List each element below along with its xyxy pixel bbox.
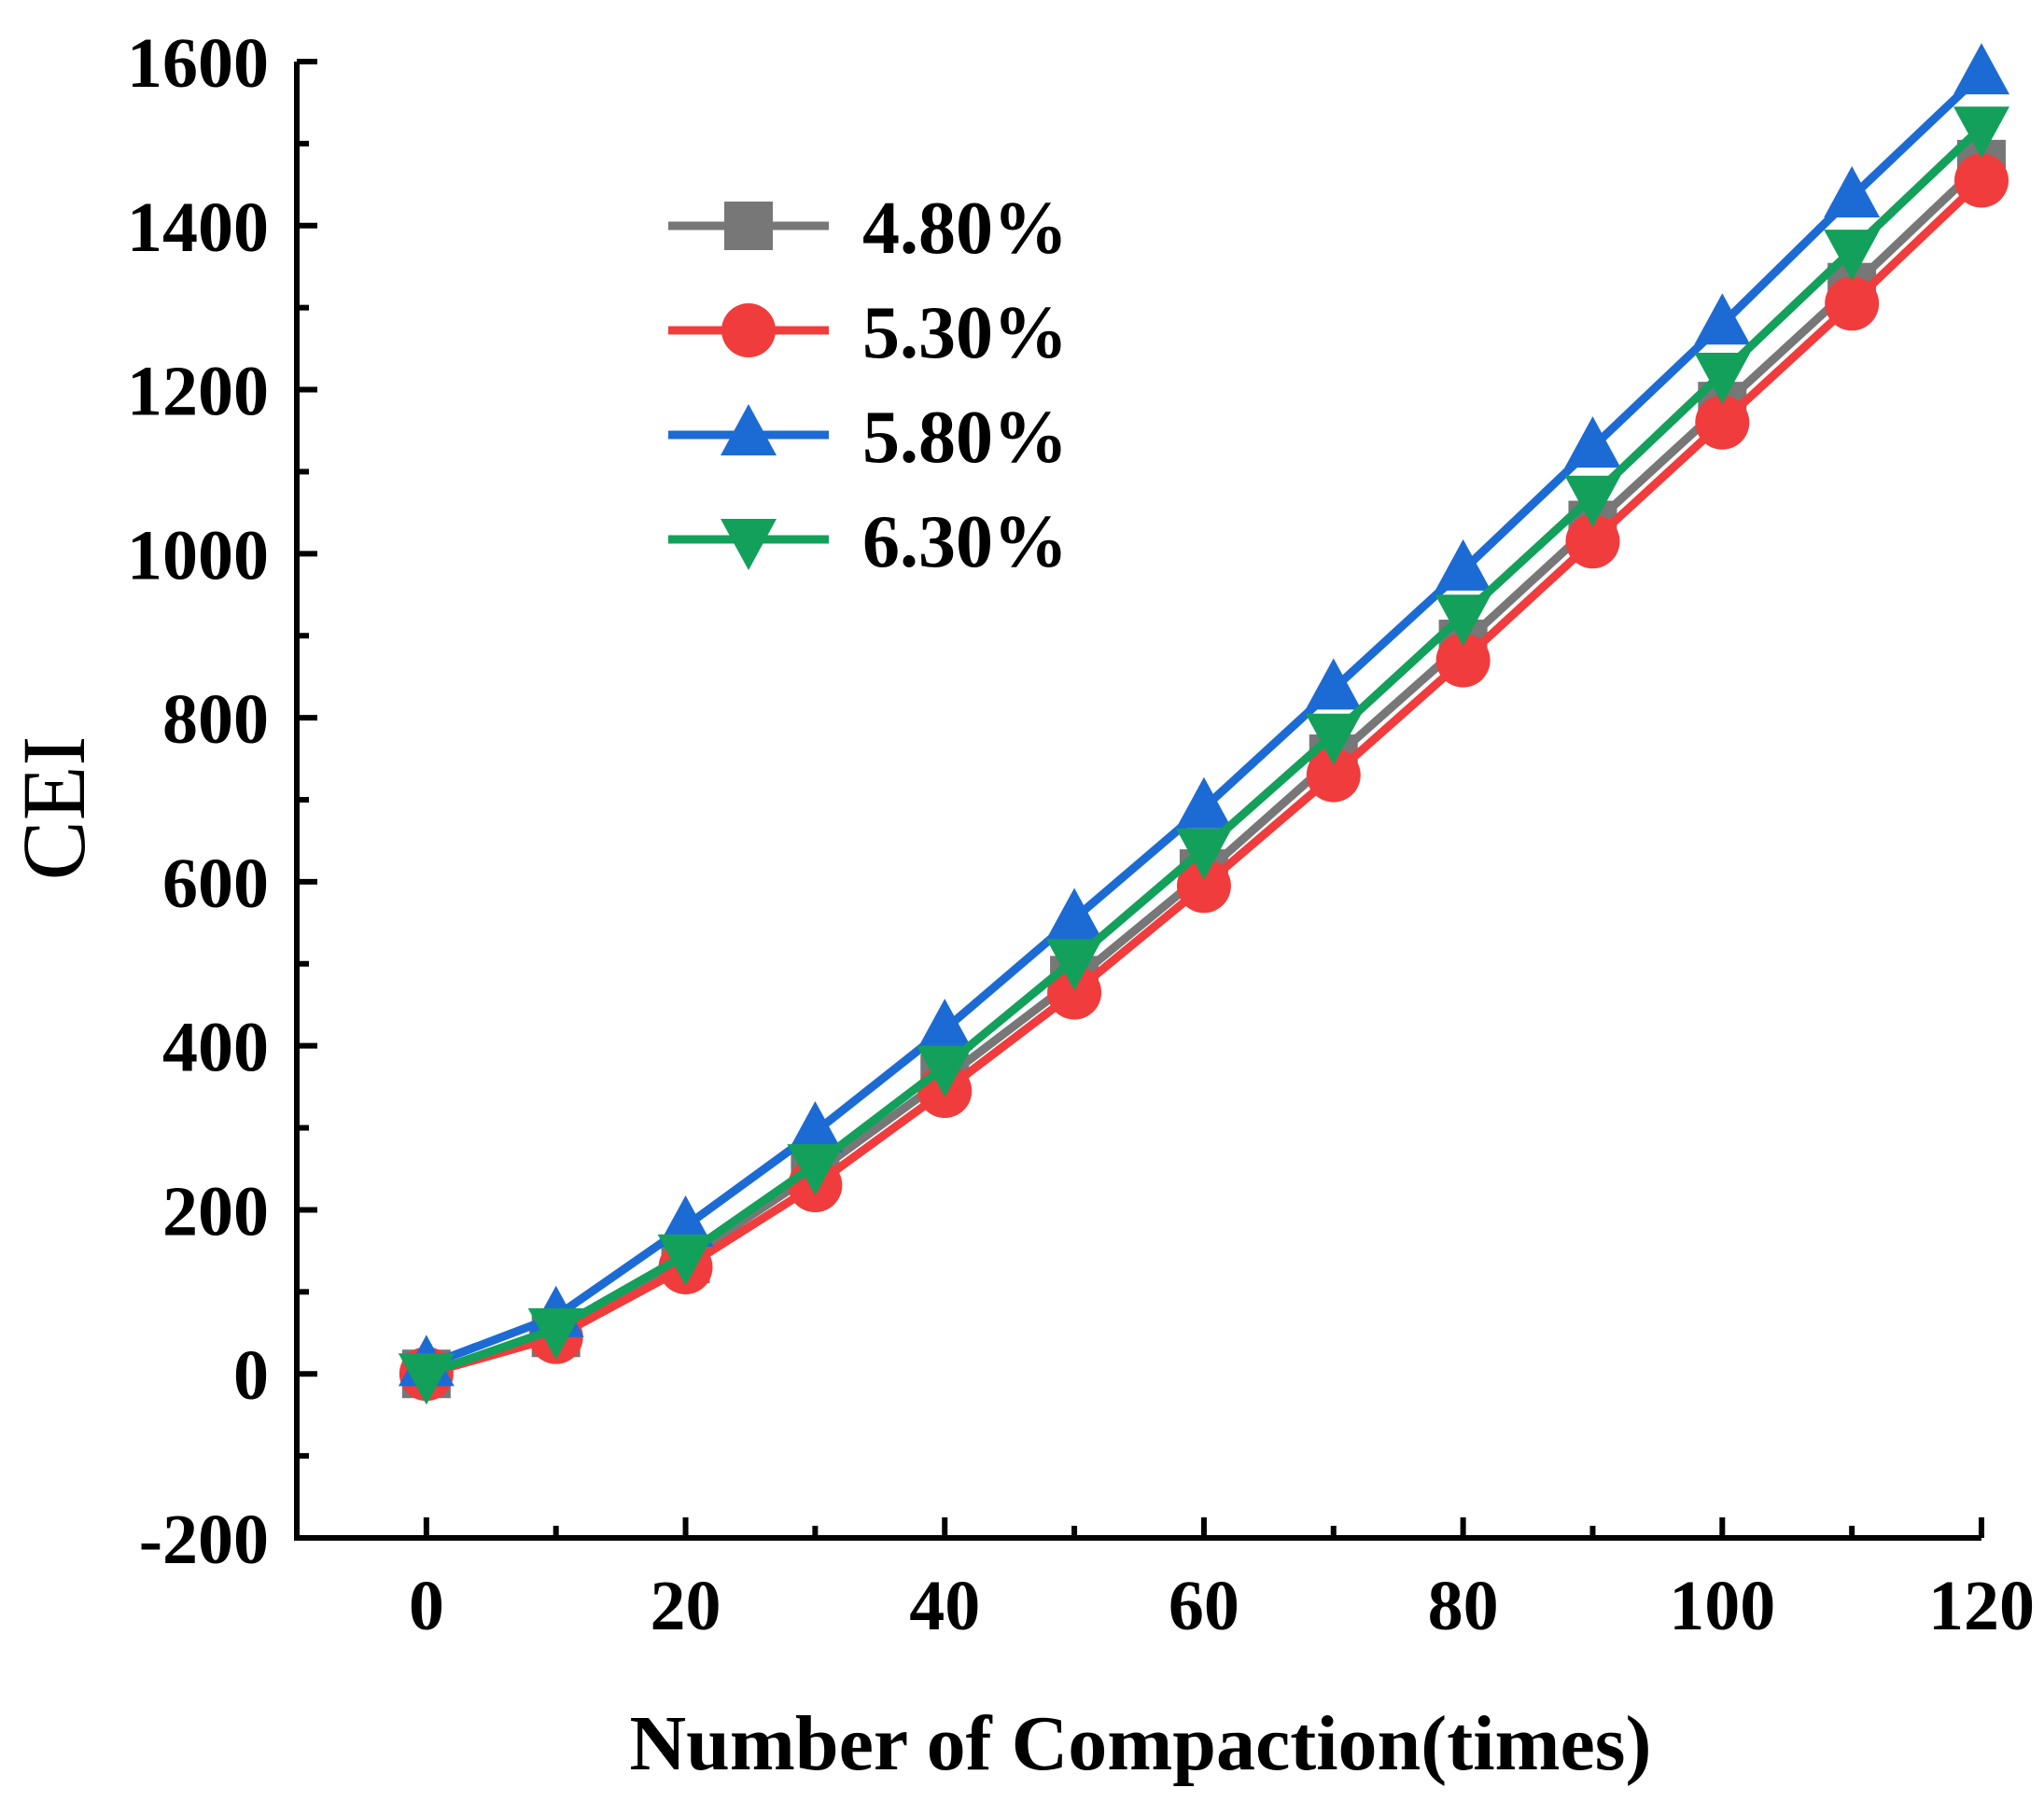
legend-entry-5.80%: 5.80% (668, 397, 1068, 479)
x-tick-label-0: 0 (409, 1567, 444, 1645)
data-point-5.80%-100 (1694, 293, 1751, 345)
y-tick-label-200: 200 (162, 1172, 269, 1250)
data-point-5.30%-110 (1825, 276, 1880, 331)
x-tick-label-20: 20 (651, 1567, 721, 1645)
data-point-5.80%-20 (657, 1195, 714, 1248)
data-point-5.80%-40 (917, 999, 973, 1051)
axes-layer: -200 0 200 400 600 800 1000 1200 1400 1600 0 20 40 60… (127, 24, 2035, 1645)
data-point-6.30%-100 (1694, 352, 1751, 404)
data-point-6.30%-80 (1435, 594, 1491, 647)
y-tick-label--200: -200 (139, 1501, 269, 1579)
data-point-5.30%-60 (1176, 859, 1231, 914)
data-point-5.30%-70 (1306, 747, 1361, 803)
x-axis-title: Number of Compaction(times) (630, 1700, 1652, 1787)
y-tick-label-800: 800 (162, 680, 269, 759)
data-point-5.80%-110 (1824, 166, 1881, 218)
y-tick-label-1400: 1400 (127, 189, 269, 267)
series-5.80% (398, 43, 2009, 1387)
legend: 4.80% 5.30% 5.80% 6.30% (668, 188, 1068, 583)
legend-entry-5.30%: 5.30% (668, 292, 1068, 374)
series-6.30% (398, 106, 2009, 1405)
legend-label-5.30%: 5.30% (862, 292, 1068, 374)
data-point-5.80%-30 (787, 1100, 844, 1152)
data-point-6.30%-30 (787, 1144, 844, 1196)
legend-marker-5.30% (721, 303, 776, 357)
data-point-6.30%-90 (1564, 475, 1621, 527)
data-point-5.30%-80 (1435, 633, 1491, 688)
x-tick-label-80: 80 (1428, 1567, 1499, 1645)
y-tick-label-1600: 1600 (127, 24, 269, 103)
x-tick-label-120: 120 (1928, 1567, 2035, 1645)
y-tick-label-1000: 1000 (127, 516, 269, 594)
data-point-5.80%-90 (1564, 416, 1621, 468)
legend-entry-4.80%: 4.80% (668, 188, 1068, 270)
data-point-6.30%-70 (1305, 713, 1362, 765)
y-tick-label-1200: 1200 (127, 353, 269, 431)
legend-marker-5.80% (721, 404, 777, 455)
data-point-5.30%-100 (1695, 395, 1750, 450)
data-point-6.30%-0 (398, 1353, 455, 1405)
x-tick-label-40: 40 (909, 1567, 980, 1645)
series-line-6.30% (425, 124, 1985, 1378)
data-point-5.30%-120 (1954, 153, 2009, 208)
data-point-6.30%-10 (527, 1307, 584, 1360)
data-point-5.80%-50 (1046, 887, 1103, 940)
data-point-6.30%-110 (1824, 230, 1881, 282)
data-point-6.30%-50 (1046, 939, 1103, 991)
series-line-5.80% (425, 70, 1985, 1370)
legend-label-5.80%: 5.80% (862, 397, 1068, 479)
data-point-6.30%-60 (1175, 828, 1232, 880)
data-point-6.30%-40 (917, 1045, 973, 1097)
y-axis-title: CEI (4, 736, 104, 881)
data-point-5.80%-80 (1435, 538, 1491, 591)
data-point-5.80%-120 (1953, 43, 2009, 95)
data-point-6.30%-120 (1953, 106, 2009, 159)
legend-marker-4.80% (724, 202, 773, 250)
data-point-5.30%-90 (1565, 514, 1620, 569)
y-tick-label-0: 0 (233, 1336, 269, 1415)
x-tick-label-60: 60 (1169, 1567, 1239, 1645)
y-tick-label-600: 600 (162, 845, 269, 923)
data-point-5.30%-50 (1047, 965, 1102, 1020)
y-tick-label-400: 400 (162, 1009, 269, 1087)
data-point-5.80%-60 (1175, 776, 1232, 829)
series-layer (398, 43, 2009, 1405)
legend-label-4.80%: 4.80% (862, 188, 1068, 270)
x-tick-label-100: 100 (1669, 1567, 1775, 1645)
data-point-6.30%-20 (657, 1234, 714, 1286)
legend-label-6.30%: 6.30% (862, 501, 1068, 583)
legend-marker-6.30% (721, 519, 777, 570)
legend-entry-6.30%: 6.30% (668, 501, 1068, 583)
data-point-5.80%-70 (1305, 658, 1362, 710)
